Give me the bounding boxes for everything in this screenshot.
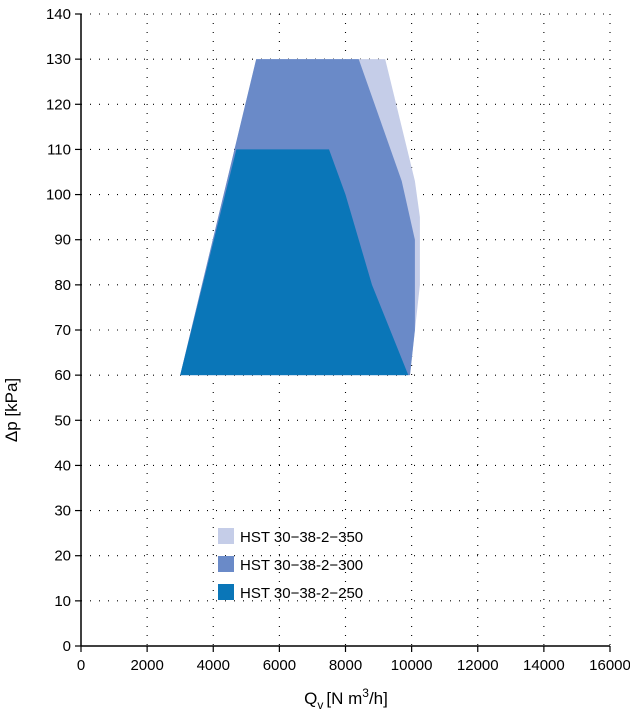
x-tick-label: 14000 [523,657,565,674]
legend-swatch [218,528,234,544]
x-axis-title-sup: 3 [362,686,369,700]
legend-label: HST 30−38-2−300 [240,557,363,574]
tick-labels: 0 2000 4000 6000 8000 10000 12000 14000 16000 0 10… [46,6,630,674]
y-tick-label: 70 [54,322,71,339]
x-axis-title-sub: v [317,698,323,712]
x-tick-label: 12000 [457,657,499,674]
area-series-3 [180,149,409,376]
y-tick-label: 30 [54,503,71,520]
legend: HST 30−38-2−350 HST 30−38-2−300 HST 30−38-… [218,528,363,602]
x-tick-label: 0 [77,657,85,674]
legend-label: HST 30−38-2−250 [240,585,363,602]
x-tick-label: 8000 [329,657,362,674]
y-tick-label: 10 [54,593,71,610]
y-tick-label: 120 [46,96,71,113]
y-tick-label: 130 [46,51,71,68]
x-axis-title-rest: [N m [326,689,362,708]
x-tick-label: 10000 [391,657,433,674]
y-tick-label: 20 [54,548,71,565]
legend-label: HST 30−38-2−350 [240,529,363,546]
x-tick-label: 2000 [130,657,163,674]
legend-swatch [218,584,234,600]
y-tick-label: 100 [46,187,71,204]
y-tick-label: 80 [54,277,71,294]
x-tick-label: 6000 [263,657,296,674]
y-tick-label: 110 [47,141,71,158]
x-axis-title-end: /h] [369,689,388,708]
legend-swatch [218,556,234,572]
y-tick-label: 90 [54,232,71,249]
y-tick-label: 60 [54,367,71,384]
x-axis-title-main: Q [304,689,317,708]
x-axis-title: Qv [N m3/h] [304,686,388,712]
area-series [180,59,420,376]
y-axis-title: Δp [kPa] [2,378,21,442]
x-tick-label: 4000 [197,657,230,674]
x-tick-label: 16000 [589,657,630,674]
y-tick-label: 140 [46,6,71,23]
y-tick-label: 50 [54,412,71,429]
y-tick-label: 0 [63,638,71,655]
y-tick-label: 40 [54,457,71,474]
